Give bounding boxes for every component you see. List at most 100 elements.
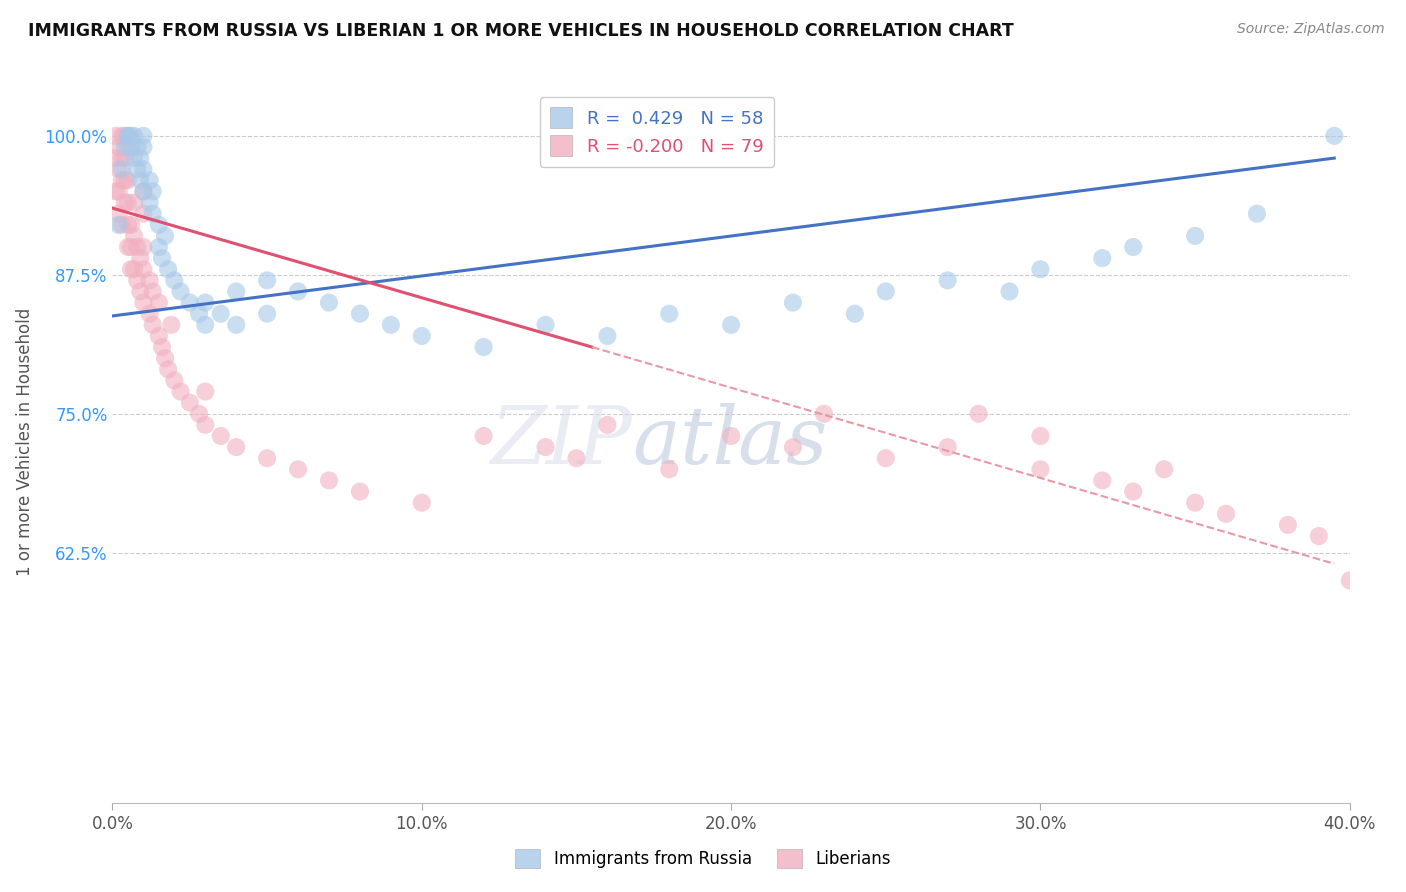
Point (1184, 496, 1206, 510)
Point (349, 307, 371, 321)
Point (157, 262, 180, 277)
Point (114, 140, 136, 154)
Point (160, 318, 183, 332)
Point (132, 162, 155, 177)
Point (117, 173, 139, 187)
Point (132, 140, 155, 154)
Point (225, 318, 247, 332)
Point (163, 273, 186, 287)
Point (1339, 574, 1361, 588)
Point (117, 128, 139, 143)
Point (1091, 251, 1114, 265)
Point (142, 318, 165, 332)
Point (1184, 228, 1206, 243)
Point (875, 451, 897, 466)
Point (411, 329, 433, 343)
Point (349, 484, 371, 499)
Point (150, 340, 173, 354)
Point (138, 195, 160, 210)
Point (163, 373, 186, 387)
Point (104, 185, 127, 199)
Point (256, 273, 278, 287)
Point (380, 318, 402, 332)
Point (287, 285, 309, 299)
Point (122, 195, 145, 210)
Point (129, 251, 152, 265)
Point (287, 462, 309, 476)
Point (127, 240, 149, 254)
Point (875, 285, 897, 299)
Point (813, 407, 835, 421)
Point (596, 417, 619, 432)
Point (169, 384, 191, 399)
Point (150, 251, 173, 265)
Point (720, 318, 742, 332)
Point (782, 295, 804, 310)
Point (127, 162, 149, 177)
Point (148, 218, 170, 232)
Point (1122, 484, 1144, 499)
Point (225, 285, 247, 299)
Point (129, 173, 152, 187)
Point (104, 128, 127, 143)
Point (148, 240, 170, 254)
Point (117, 195, 139, 210)
Point (720, 429, 742, 443)
Point (472, 429, 495, 443)
Point (1277, 517, 1299, 532)
Point (107, 218, 129, 232)
Point (534, 318, 557, 332)
Point (209, 429, 232, 443)
Point (1246, 207, 1268, 221)
Point (138, 307, 160, 321)
Point (188, 307, 211, 321)
Point (132, 207, 155, 221)
Point (120, 218, 142, 232)
Point (153, 228, 176, 243)
Point (1122, 240, 1144, 254)
Point (844, 307, 866, 321)
Point (188, 407, 211, 421)
Point (782, 440, 804, 454)
Text: atlas: atlas (633, 403, 828, 480)
Point (157, 362, 180, 376)
Point (114, 128, 136, 143)
Point (1215, 507, 1237, 521)
Text: IMMIGRANTS FROM RUSSIA VS LIBERIAN 1 OR MORE VEHICLES IN HOUSEHOLD CORRELATION C: IMMIGRANTS FROM RUSSIA VS LIBERIAN 1 OR … (28, 22, 1014, 40)
Point (114, 173, 136, 187)
Y-axis label: 1 or more Vehicles in Household: 1 or more Vehicles in Household (15, 308, 34, 575)
Point (179, 395, 201, 409)
Point (967, 407, 990, 421)
Point (132, 128, 155, 143)
Point (1029, 429, 1052, 443)
Point (194, 295, 217, 310)
Point (122, 151, 145, 165)
Point (132, 240, 155, 254)
Point (1153, 462, 1175, 476)
Point (1029, 462, 1052, 476)
Point (534, 440, 557, 454)
Point (129, 285, 152, 299)
Point (117, 240, 139, 254)
Point (658, 307, 681, 321)
Point (111, 162, 134, 177)
Text: ZIP: ZIP (491, 403, 633, 480)
Point (107, 162, 129, 177)
Point (122, 128, 145, 143)
Point (658, 462, 681, 476)
Point (138, 273, 160, 287)
Point (117, 128, 139, 143)
Point (318, 474, 340, 488)
Point (153, 351, 176, 366)
Point (129, 151, 152, 165)
Point (120, 240, 142, 254)
Point (122, 228, 145, 243)
Point (122, 262, 145, 277)
Point (411, 496, 433, 510)
Point (565, 451, 588, 466)
Point (179, 295, 201, 310)
Point (142, 285, 165, 299)
Point (111, 128, 134, 143)
Point (107, 140, 129, 154)
Point (596, 329, 619, 343)
